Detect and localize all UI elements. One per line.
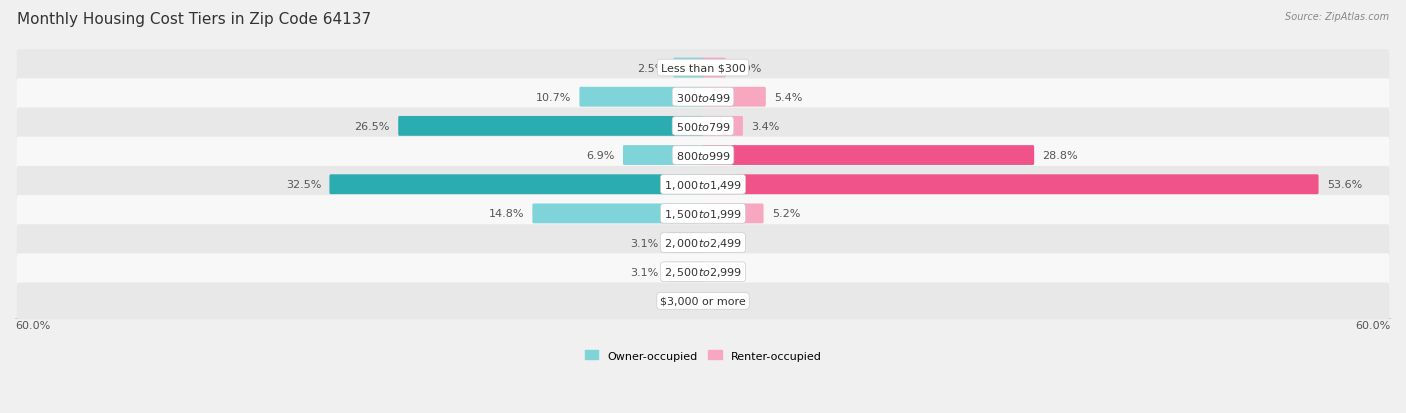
FancyBboxPatch shape: [17, 225, 1389, 261]
FancyBboxPatch shape: [702, 88, 766, 107]
FancyBboxPatch shape: [702, 175, 1319, 195]
FancyBboxPatch shape: [17, 79, 1389, 116]
Text: 10.7%: 10.7%: [536, 93, 571, 102]
FancyBboxPatch shape: [623, 146, 704, 166]
FancyBboxPatch shape: [17, 138, 1389, 174]
Text: 6.9%: 6.9%: [586, 151, 614, 161]
Text: 5.4%: 5.4%: [775, 93, 803, 102]
FancyBboxPatch shape: [17, 50, 1389, 87]
Text: $3,000 or more: $3,000 or more: [661, 296, 745, 306]
Text: 3.1%: 3.1%: [630, 238, 658, 248]
Text: 2.5%: 2.5%: [637, 63, 665, 74]
Text: $1,000 to $1,499: $1,000 to $1,499: [664, 178, 742, 191]
Text: 1.9%: 1.9%: [734, 63, 762, 74]
FancyBboxPatch shape: [17, 195, 1389, 232]
Text: $500 to $799: $500 to $799: [675, 121, 731, 133]
Text: 0.0%: 0.0%: [713, 238, 741, 248]
Legend: Owner-occupied, Renter-occupied: Owner-occupied, Renter-occupied: [581, 346, 825, 365]
Text: 5.2%: 5.2%: [772, 209, 800, 219]
Text: 3.1%: 3.1%: [630, 267, 658, 277]
Text: $800 to $999: $800 to $999: [675, 150, 731, 161]
Text: 32.5%: 32.5%: [285, 180, 321, 190]
Text: $1,500 to $1,999: $1,500 to $1,999: [664, 207, 742, 221]
FancyBboxPatch shape: [666, 262, 704, 282]
Text: 14.8%: 14.8%: [489, 209, 524, 219]
Text: Monthly Housing Cost Tiers in Zip Code 64137: Monthly Housing Cost Tiers in Zip Code 6…: [17, 12, 371, 27]
Text: 0.0%: 0.0%: [665, 296, 693, 306]
FancyBboxPatch shape: [17, 254, 1389, 290]
FancyBboxPatch shape: [673, 59, 704, 78]
FancyBboxPatch shape: [702, 204, 763, 224]
Text: 60.0%: 60.0%: [1355, 320, 1391, 330]
FancyBboxPatch shape: [398, 117, 704, 136]
Text: 53.6%: 53.6%: [1327, 180, 1362, 190]
Text: $2,500 to $2,999: $2,500 to $2,999: [664, 266, 742, 279]
FancyBboxPatch shape: [702, 59, 725, 78]
Text: $300 to $499: $300 to $499: [675, 92, 731, 104]
FancyBboxPatch shape: [533, 204, 704, 224]
FancyBboxPatch shape: [702, 117, 742, 136]
FancyBboxPatch shape: [329, 175, 704, 195]
Text: Less than $300: Less than $300: [661, 63, 745, 74]
FancyBboxPatch shape: [702, 146, 1035, 166]
Text: $2,000 to $2,499: $2,000 to $2,499: [664, 237, 742, 249]
FancyBboxPatch shape: [579, 88, 704, 107]
Text: 26.5%: 26.5%: [354, 121, 389, 132]
FancyBboxPatch shape: [666, 233, 704, 253]
Text: Source: ZipAtlas.com: Source: ZipAtlas.com: [1285, 12, 1389, 22]
Text: 0.0%: 0.0%: [713, 296, 741, 306]
FancyBboxPatch shape: [17, 283, 1389, 320]
Text: 60.0%: 60.0%: [15, 320, 51, 330]
Text: 0.0%: 0.0%: [713, 267, 741, 277]
FancyBboxPatch shape: [17, 166, 1389, 203]
Text: 28.8%: 28.8%: [1042, 151, 1078, 161]
Text: 3.4%: 3.4%: [751, 121, 779, 132]
FancyBboxPatch shape: [17, 108, 1389, 145]
